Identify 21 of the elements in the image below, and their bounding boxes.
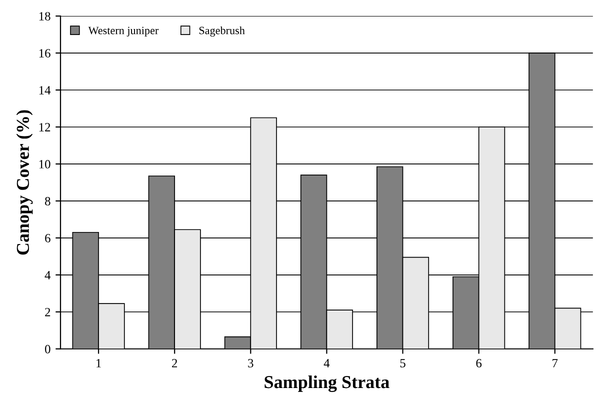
x-axis-title: Sampling Strata [264, 375, 390, 392]
x-tick-label: 1 [96, 359, 101, 368]
y-tick-label: 2 [45, 308, 50, 316]
x-tick-label: 2 [172, 358, 178, 368]
x-tick-label: 5 [400, 359, 406, 368]
y-tick-label: 0 [45, 344, 50, 354]
y-tick-label: 14 [39, 86, 51, 94]
y-tick-label: 18 [39, 12, 50, 20]
y-tick-label: 4 [44, 271, 51, 280]
y-tick-label: 16 [39, 49, 50, 58]
y-tick-label: 10 [39, 160, 50, 168]
x-tick-label: 7 [552, 359, 558, 368]
legend-label: Western juniper [88, 26, 159, 37]
y-axis-title: Canopy Cover (%) [16, 110, 33, 255]
y-tick-label: 8 [45, 196, 50, 206]
x-tick-label: 4 [324, 359, 330, 368]
y-tick-label: 6 [45, 234, 50, 242]
y-tick-label: 12 [39, 123, 50, 132]
x-tick-label: 3 [248, 358, 254, 368]
x-tick-label: 6 [476, 358, 482, 368]
legend-label: Sagebrush [199, 26, 245, 37]
